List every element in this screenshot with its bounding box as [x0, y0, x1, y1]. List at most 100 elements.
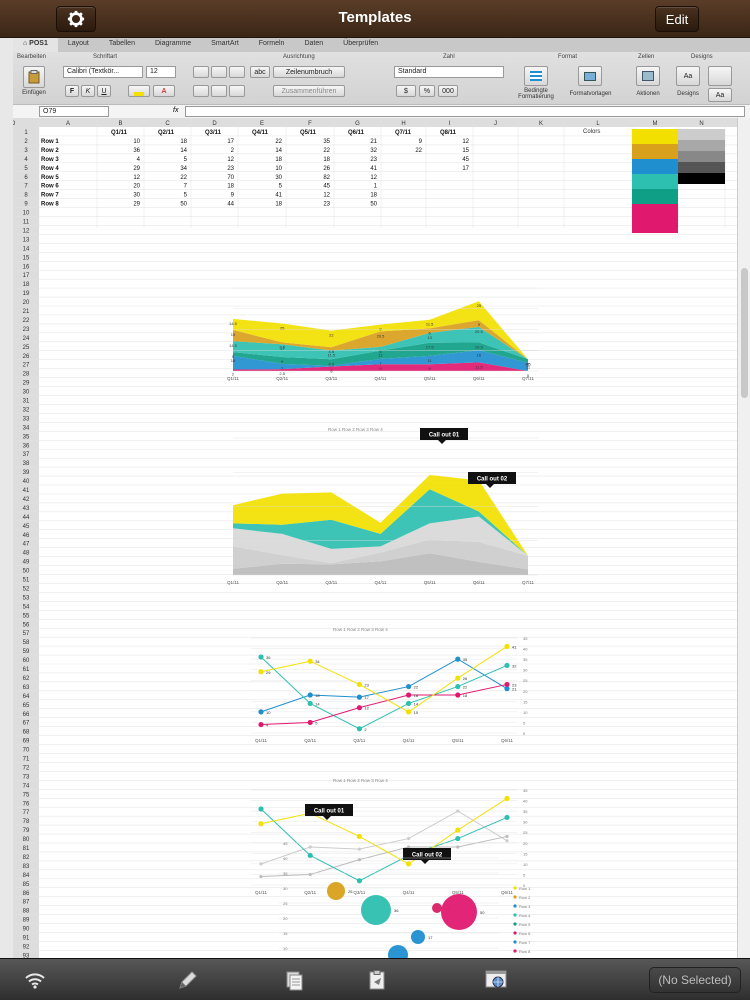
wrap-text-button[interactable]: Zeilenumbruch: [273, 66, 345, 78]
table-header-cell: Q1/11: [111, 130, 128, 136]
legend-text: Row 1: [519, 886, 531, 891]
percent-button[interactable]: %: [419, 85, 435, 97]
number-format-select[interactable]: Standard: [394, 66, 504, 78]
currency-button[interactable]: $: [396, 85, 416, 97]
chart4-series-line: [260, 835, 508, 878]
data-label: 0: [527, 361, 530, 366]
row-number: 49: [23, 560, 30, 566]
thousands-button[interactable]: 000: [438, 85, 458, 97]
align-right-button[interactable]: [229, 85, 245, 97]
chart3-data-point: [258, 669, 264, 675]
row-number: 54: [23, 604, 30, 610]
font-color-button[interactable]: A: [153, 85, 175, 97]
align-left-button[interactable]: [193, 85, 209, 97]
legend-text: Row 4: [519, 913, 531, 918]
bold-button[interactable]: F: [65, 85, 79, 97]
format-templates-button[interactable]: [578, 66, 602, 86]
row-label: Row 7: [41, 193, 59, 199]
data-label: 2.5: [279, 344, 285, 349]
row-number: 72: [23, 765, 30, 771]
row-number: 2: [24, 139, 28, 145]
table-cell: 18: [180, 139, 187, 145]
x-tick-label: Q3/11: [353, 890, 365, 895]
paste-clipboard-button[interactable]: [364, 967, 390, 993]
vertical-scrollbar[interactable]: [737, 118, 750, 958]
edit-pencil-button[interactable]: [175, 967, 201, 993]
table-cell: 23: [370, 157, 377, 163]
data-label: 5: [315, 720, 318, 725]
data-label: 18: [463, 693, 468, 698]
align-bottom-button[interactable]: [229, 66, 245, 78]
tab-layout[interactable]: Layout: [67, 40, 89, 47]
orientation-button[interactable]: abc: [250, 66, 270, 78]
fill-color-button[interactable]: [128, 85, 150, 97]
tab-tabellen[interactable]: Tabellen: [108, 40, 135, 47]
row-label: Row 5: [41, 175, 59, 181]
merge-button[interactable]: Zusammenführen: [273, 85, 345, 97]
edit-button[interactable]: Edit: [655, 6, 699, 32]
tab-formeln[interactable]: Formeln: [258, 40, 285, 47]
font-size-select[interactable]: 12: [146, 66, 176, 78]
row-number: 46: [23, 533, 30, 539]
tab-daten[interactable]: Daten: [304, 40, 324, 47]
chart3-data-point: [307, 658, 313, 664]
align-top-button[interactable]: [193, 66, 209, 78]
tab-pos1[interactable]: ⌂ POS1: [13, 38, 58, 52]
tab-smartart[interactable]: SmartArt: [211, 40, 239, 47]
x-tick-label: Q2/11: [304, 738, 316, 743]
cell-reference-box[interactable]: O79: [39, 106, 109, 117]
formula-input[interactable]: [185, 106, 745, 117]
data-label: 17: [428, 935, 433, 940]
scroll-thumb[interactable]: [741, 268, 748, 398]
actions-button[interactable]: [636, 66, 660, 86]
table-cell: 41: [275, 193, 282, 199]
data-label: 4.5: [329, 349, 335, 354]
row-number: 90: [23, 927, 30, 933]
row-number: 57: [23, 631, 30, 637]
row-number: 19: [23, 291, 30, 297]
underline-button[interactable]: U: [97, 85, 111, 97]
data-label: 14.5: [229, 343, 238, 348]
y-tick-label: 10: [523, 710, 528, 715]
tab-diagramme[interactable]: Diagramme: [154, 40, 192, 47]
chart3-series-line: [260, 683, 508, 726]
y-tick-label: 35: [523, 809, 528, 814]
copy-button[interactable]: [281, 967, 307, 993]
wifi-button[interactable]: [22, 967, 48, 993]
conditional-format-button[interactable]: [524, 66, 548, 86]
share-web-button[interactable]: [483, 967, 509, 993]
column-header: I: [449, 121, 451, 127]
align-center-button[interactable]: [211, 85, 227, 97]
row-number: 70: [23, 748, 30, 754]
designs-button[interactable]: Aa: [676, 66, 700, 86]
data-label: 41: [512, 644, 517, 649]
worksheet-grid[interactable]: ABCDEFGHIJKLMNO1234567891011121314151617…: [13, 118, 737, 958]
table-cell: 14: [180, 148, 187, 154]
x-tick-label: Q4/11: [403, 738, 415, 743]
y-tick-label: 25: [283, 901, 288, 906]
table-cell: 18: [323, 157, 330, 163]
x-tick-label: Q3/11: [353, 738, 365, 743]
theme-fonts-button[interactable]: Aa: [708, 88, 732, 102]
template-preview[interactable]: ⌂ POS1 Layout Tabellen Diagramme SmartArt For…: [13, 38, 750, 958]
chart3-data-point: [406, 683, 412, 690]
chart4-data-point: [504, 814, 510, 821]
chart2-area-series: [233, 474, 528, 556]
font-name-select[interactable]: Calibri (Textkör...: [63, 66, 143, 78]
paint-bucket-icon: [134, 91, 144, 96]
data-label: 2.5: [279, 371, 285, 376]
row-number: 59: [23, 649, 30, 655]
italic-button[interactable]: K: [81, 85, 95, 97]
row-number: 82: [23, 855, 30, 861]
y-tick-label: 30: [283, 886, 288, 891]
selection-status-button[interactable]: (No Selected): [649, 967, 741, 993]
chart4-data-point: [456, 845, 460, 849]
column-header: J: [494, 121, 497, 127]
settings-button[interactable]: [56, 6, 96, 32]
paste-button[interactable]: [23, 66, 45, 88]
align-middle-button[interactable]: [211, 66, 227, 78]
table-cell: 12: [133, 175, 140, 181]
theme-colors-button[interactable]: [708, 66, 732, 86]
tab-berprfen[interactable]: Überprüfen: [343, 40, 379, 47]
table-cell: 4: [137, 157, 141, 163]
